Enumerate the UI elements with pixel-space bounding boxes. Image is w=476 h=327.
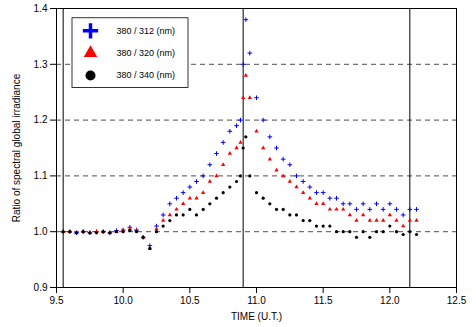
svg-text:12.0: 12.0 (380, 295, 400, 306)
svg-text:9.5: 9.5 (50, 295, 64, 306)
svg-text:10.5: 10.5 (180, 295, 200, 306)
svg-text:Ratio of spectral global irrad: Ratio of spectral global irradiance (11, 73, 22, 222)
svg-text:380 / 340 (nm): 380 / 340 (nm) (117, 70, 176, 80)
svg-text:1.0: 1.0 (34, 226, 48, 237)
svg-text:1.1: 1.1 (34, 170, 48, 181)
svg-text:TIME (U.T.): TIME (U.T.) (231, 311, 282, 322)
svg-text:380 / 320 (nm): 380 / 320 (nm) (117, 48, 176, 58)
svg-text:1.2: 1.2 (34, 114, 48, 125)
svg-text:0.9: 0.9 (34, 282, 48, 293)
svg-text:10.0: 10.0 (113, 295, 133, 306)
svg-text:1.3: 1.3 (34, 59, 48, 70)
svg-text:12.5: 12.5 (447, 295, 467, 306)
svg-text:380 / 312 (nm): 380 / 312 (nm) (117, 26, 176, 36)
svg-text:11.5: 11.5 (314, 295, 333, 306)
svg-text:11.0: 11.0 (247, 295, 266, 306)
svg-text:1.4: 1.4 (34, 3, 48, 14)
